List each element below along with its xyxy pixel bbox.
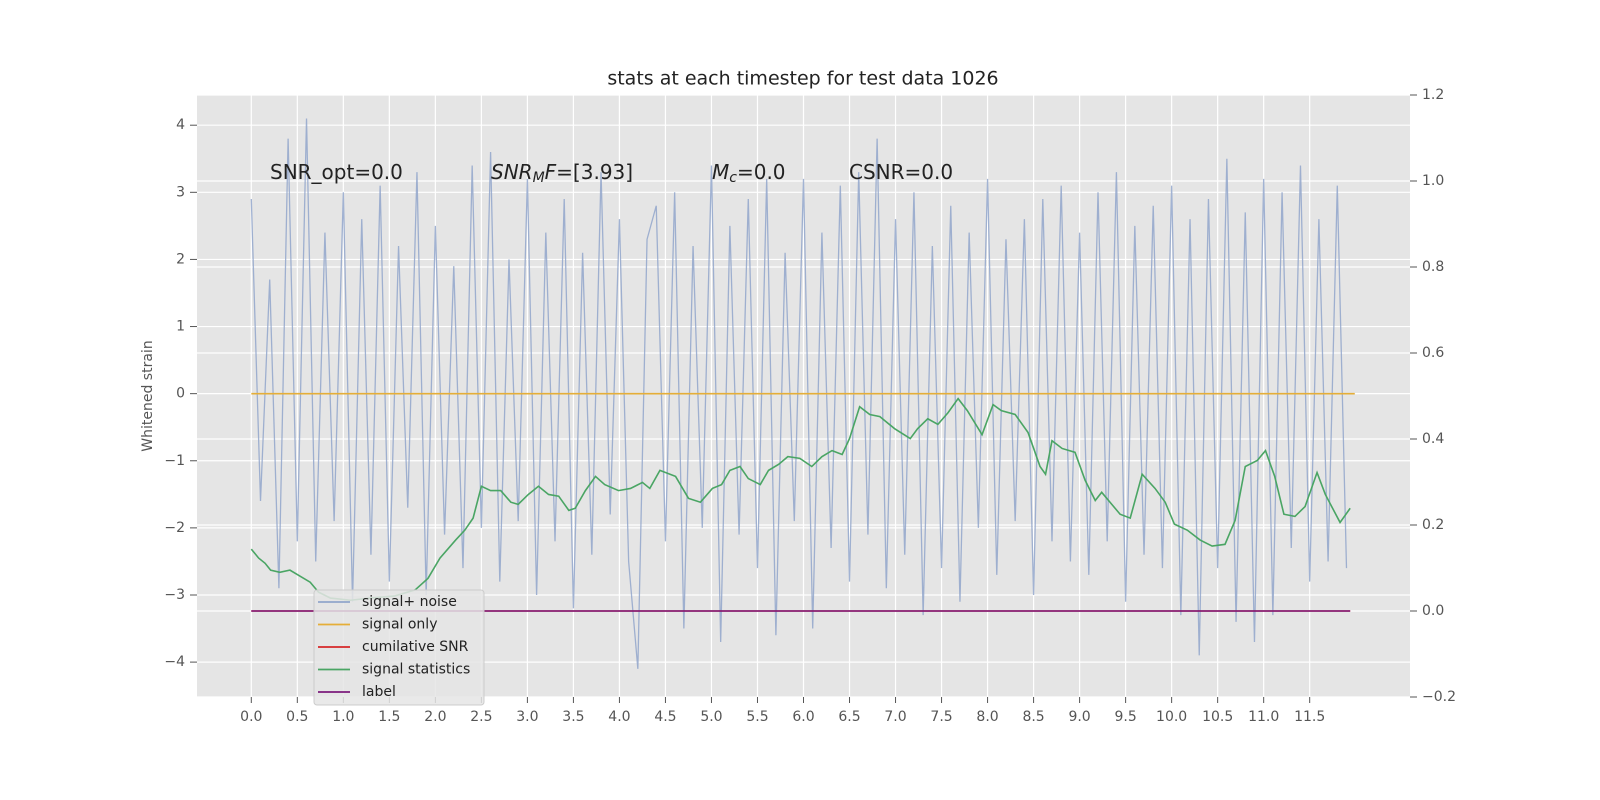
chart-title: stats at each timestep for test data 102…	[607, 68, 998, 90]
annotation-part: M	[533, 170, 545, 186]
annotation: SNR_opt=0.0	[270, 160, 403, 184]
y-tick-label: −4	[164, 654, 185, 670]
series-line	[250, 118, 1348, 669]
y-tick-label: 1	[176, 319, 185, 335]
legend-box	[313, 589, 485, 706]
x-tick-label: 7.5	[930, 709, 952, 725]
x-tick-label: 5.0	[700, 709, 722, 725]
y2-tick-label: 0.2	[1422, 517, 1444, 533]
annotation: Mc=0.0	[712, 160, 786, 187]
x-tick-label: 4.5	[654, 709, 676, 725]
x-tick-label: 1.5	[378, 709, 400, 725]
y-axis-label: Whitened strain	[140, 340, 156, 451]
annotation: SNRMF=[3.93]	[491, 160, 633, 187]
annotation-part: M	[712, 160, 729, 184]
x-tick-label: 11.5	[1294, 709, 1325, 725]
x-tick-label: 0.0	[240, 709, 262, 725]
y-tick-label: −3	[164, 587, 185, 603]
y2-tick-label: 0.8	[1422, 259, 1444, 275]
y2-tick-label: 1.2	[1422, 87, 1444, 103]
x-tick-label: 4.0	[608, 709, 630, 725]
x-tick-label: 5.5	[746, 709, 768, 725]
y2-tick-label: −0.2	[1422, 689, 1456, 705]
annotation-part: =0.0	[737, 160, 786, 184]
x-tick-label: 11.0	[1248, 709, 1279, 725]
y2-tick-label: 0.4	[1422, 431, 1444, 447]
x-tick-label: 9.5	[1114, 709, 1136, 725]
x-tick-label: 8.0	[976, 709, 998, 725]
y-tick-label: 3	[176, 184, 185, 200]
axes: −4 −3 −2 −1 0 1 2 3 4 −0.2 0.0 0.2 0.4 0.6 0.8 1.0 1.2 0.…	[164, 87, 1456, 725]
x-tick-label: 2.0	[424, 709, 446, 725]
legend-label: signal only	[362, 617, 437, 633]
annotation-part: c	[729, 170, 737, 186]
legend-label: signal statistics	[362, 662, 470, 678]
annotation-part: CSNR=0.0	[849, 160, 953, 184]
x-tick-label: 0.5	[286, 709, 308, 725]
y-tick-label: −2	[164, 520, 185, 536]
x-tick-label: 6.0	[792, 709, 814, 725]
x-tick-label: 9.0	[1068, 709, 1090, 725]
y2-tick-label: 1.0	[1422, 173, 1444, 189]
annotation-part: F	[545, 160, 557, 184]
annotation: CSNR=0.0	[849, 160, 953, 184]
y2-tick-label: 0.6	[1422, 345, 1444, 361]
y-tick-label: −1	[164, 453, 185, 469]
x-tick-label: 8.5	[1022, 709, 1044, 725]
annotation-part: =[3.93]	[556, 160, 633, 184]
legend-label: cumilative SNR	[362, 639, 469, 655]
legend-label: label	[362, 684, 396, 700]
x-tick-label: 6.5	[838, 709, 860, 725]
x-tick-label: 3.5	[562, 709, 584, 725]
y-tick-label: 0	[176, 386, 185, 402]
x-tick-label: 2.5	[470, 709, 492, 725]
y2-tick-label: 0.0	[1422, 603, 1444, 619]
y-tick-label: 2	[176, 251, 185, 267]
annotations: SNR_opt=0.0 SNRMF=[3.93] Mc=0.0 CSNR=0.0	[270, 160, 953, 187]
legend: signal+ noise signal only cumilative SNR si…	[313, 589, 485, 706]
x-tick-label: 3.0	[516, 709, 538, 725]
legend-label: signal+ noise	[362, 594, 457, 610]
y-tick-label: 4	[176, 117, 185, 133]
x-tick-label: 10.0	[1156, 709, 1187, 725]
x-tick-label: 10.5	[1202, 709, 1233, 725]
x-tick-label: 1.0	[332, 709, 354, 725]
annotation-part: SNR	[491, 160, 533, 184]
annotation-part: SNR_opt=0.0	[270, 160, 403, 184]
series-line	[250, 397, 1351, 602]
x-tick-label: 7.0	[884, 709, 906, 725]
